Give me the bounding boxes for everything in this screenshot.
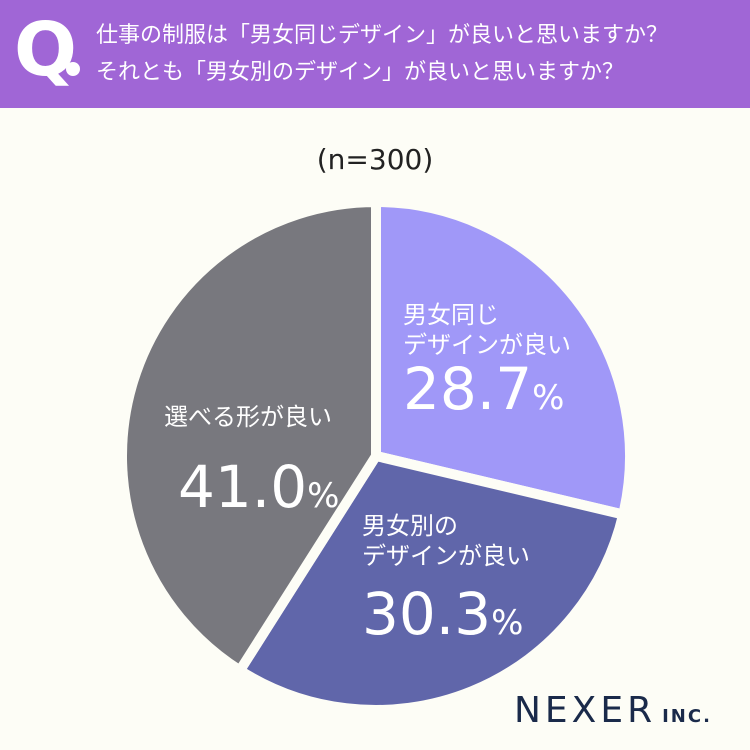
percent-sign: % (307, 476, 340, 516)
logo-sub-text: INC. (662, 706, 712, 727)
slice-value-same-design: 28.7% (403, 358, 564, 429)
pie-slice-same-design (371, 196, 635, 521)
slice-value-number: 30.3 (362, 580, 492, 648)
percent-sign: % (491, 603, 524, 643)
question-line-1: 仕事の制服は「男女同じデザイン」が良いと思いますか？ (96, 23, 669, 48)
logo-main-text: NEXER (514, 690, 657, 731)
slice-value-number: 41.0 (178, 453, 308, 521)
pie-slice-choosable (117, 196, 381, 678)
q-mark: Q (14, 7, 77, 93)
q-dot-icon (66, 62, 80, 76)
question-line-2: それとも「男女別のデザイン」が良いと思いますか？ (96, 60, 625, 85)
question-banner: Q 仕事の制服は「男女同じデザイン」が良いと思いますか？ それとも「男女別のデザ… (0, 0, 750, 108)
slice-value-separate-design: 30.3% (362, 583, 523, 654)
slice-label-same-design-line1: 男女同じ (403, 301, 499, 329)
slice-label-separate-design-line1: 男女別の (362, 512, 458, 540)
slice-label-separate-design-line2: デザインが良い (362, 542, 530, 570)
slice-value-choosable: 41.0% (178, 456, 339, 527)
slice-label-choosable: 選べる形が良い (164, 403, 332, 431)
slice-label-same-design-line2: デザインが良い (403, 331, 571, 359)
sample-size: (n=300) (316, 143, 434, 176)
percent-sign: % (532, 378, 565, 418)
nexer-logo: NEXER INC. (514, 690, 712, 731)
slice-value-number: 28.7 (403, 355, 533, 423)
